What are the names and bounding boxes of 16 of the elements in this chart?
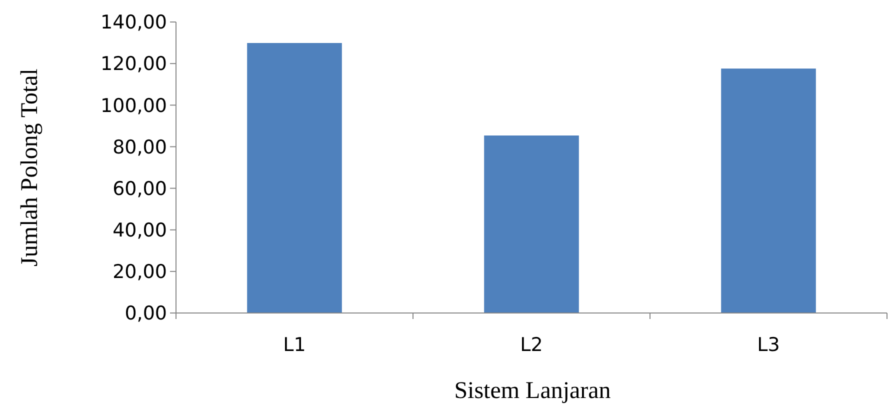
bar xyxy=(721,68,816,313)
y-tick-label: 80,00 xyxy=(112,136,167,158)
y-tick-label: 100,00 xyxy=(100,94,167,117)
y-axis-title: Jumlah Polong Total xyxy=(17,68,43,266)
y-tick-label: 40,00 xyxy=(112,220,167,242)
x-axis-title: Sistem Lanjaran xyxy=(454,378,611,404)
y-tick-label: 60,00 xyxy=(112,178,167,200)
bar xyxy=(484,135,579,313)
y-tick-label: 140,00 xyxy=(100,12,167,34)
x-tick-label: L2 xyxy=(520,334,543,356)
y-tick-label: 20,00 xyxy=(112,261,167,284)
y-tick-label: 0,00 xyxy=(124,302,167,325)
y-tick-label: 120,00 xyxy=(100,53,167,76)
x-tick-label: L1 xyxy=(283,334,306,356)
bar xyxy=(247,42,342,313)
x-tick-label: L3 xyxy=(757,334,780,356)
